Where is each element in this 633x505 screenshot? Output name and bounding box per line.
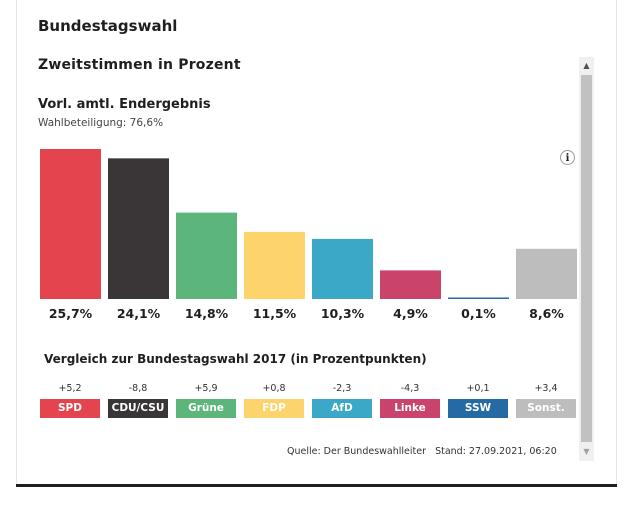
scroll-up-arrow-icon[interactable]: ▲ bbox=[583, 61, 590, 70]
party-badge: Grüne bbox=[176, 399, 236, 418]
diff-value: -8,8 bbox=[128, 383, 148, 394]
diff-value: +0,1 bbox=[466, 383, 490, 394]
turnout-text: Wahlbeteiligung: 76,6% bbox=[38, 117, 164, 129]
result-title: Vorl. amtl. Endergebnis bbox=[38, 97, 211, 112]
scroll-down-arrow-icon[interactable]: ▼ bbox=[583, 447, 590, 456]
source-line: Quelle: Der Bundeswahlleiter Stand: 27.0… bbox=[287, 446, 557, 457]
comparison-title: Vergleich zur Bundestagswahl 2017 (in Pr… bbox=[44, 352, 427, 366]
diff-value: +5,9 bbox=[194, 383, 218, 394]
party-badge: AfD bbox=[312, 399, 372, 418]
party-badge: Linke bbox=[380, 399, 440, 418]
bottom-rule bbox=[16, 484, 617, 487]
party-badge: Sonst. bbox=[516, 399, 576, 418]
diff-value: -2,3 bbox=[332, 383, 352, 394]
party-badge: SPD bbox=[40, 399, 100, 418]
scroll-thumb[interactable] bbox=[581, 75, 592, 442]
scrollbar[interactable]: ▲ ▼ bbox=[579, 57, 594, 461]
section-title: Zweitstimmen in Prozent bbox=[38, 57, 241, 73]
widget-title: Bundestagswahl bbox=[38, 17, 178, 35]
diff-value: +3,4 bbox=[534, 383, 558, 394]
widget-frame bbox=[16, 0, 617, 484]
info-icon[interactable]: i bbox=[560, 150, 575, 165]
party-badge: SSW bbox=[448, 399, 508, 418]
diff-value: +5,2 bbox=[58, 383, 82, 394]
party-badge: FDP bbox=[244, 399, 304, 418]
diff-value: +0,8 bbox=[262, 383, 286, 394]
source-text: Quelle: Der Bundeswahlleiter bbox=[287, 446, 427, 457]
stand-text: Stand: 27.09.2021, 06:20 bbox=[435, 446, 557, 457]
party-badge: CDU/CSU bbox=[108, 399, 168, 418]
diff-value: -4,3 bbox=[400, 383, 420, 394]
